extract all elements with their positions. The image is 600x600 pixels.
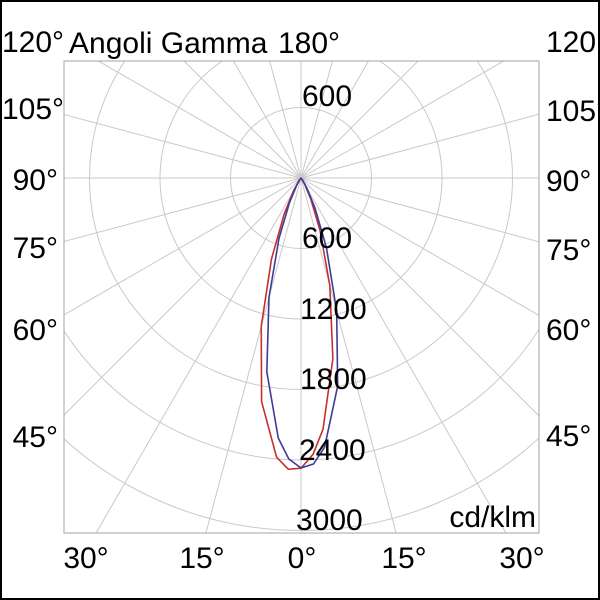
gamma-ray-line — [232, 61, 302, 179]
gamma-ray-line — [300, 61, 370, 179]
intensity-ring-circle — [159, 61, 443, 320]
gamma-ray-line — [64, 113, 302, 179]
gamma-ray-line — [300, 61, 333, 179]
gamma-angle-label-right: 120° — [546, 26, 598, 59]
intensity-ring-circle — [230, 107, 372, 249]
gamma-angle-label-right: 90° — [546, 165, 592, 198]
gamma-angle-label-left: 75° — [12, 232, 58, 265]
intensity-ring-label: 600 — [302, 80, 353, 113]
gamma-ray-line — [64, 177, 302, 416]
gamma-angle-label-bottom: 0° — [287, 542, 317, 575]
intensity-ring-circle — [64, 437, 539, 531]
intensity-ring-label: 2400 — [299, 434, 366, 467]
unit-label: cd/klm — [449, 501, 536, 534]
gamma-angle-label-bottom: 30° — [499, 542, 545, 575]
intensity-ring-circle — [64, 328, 539, 461]
gamma-180-label: 180° — [278, 27, 341, 60]
intensity-ring-label: 600 — [302, 222, 353, 255]
gamma-angle-label-left: 120° — [2, 26, 65, 59]
gamma-angle-label-right: 75° — [546, 234, 592, 267]
intensity-ring-circle — [89, 61, 513, 390]
gamma-angle-label-left: 90° — [12, 164, 58, 197]
gamma-angle-label-bottom: 30° — [63, 542, 109, 575]
gamma-ray-line — [300, 177, 397, 533]
gamma-angle-label-left: 105° — [2, 93, 65, 126]
gamma-angle-label-bottom: 15° — [381, 542, 427, 575]
gamma-ray-line — [64, 177, 302, 316]
chart-title: Angoli Gamma — [69, 27, 268, 60]
intensity-ring-label: 3000 — [296, 504, 363, 537]
gamma-ray-line — [205, 177, 302, 533]
gamma-ray-line — [269, 61, 302, 179]
intensity-curve-c90 — [266, 177, 339, 469]
gamma-ray-line — [300, 177, 507, 533]
gamma-ray-line — [97, 61, 302, 179]
intensity-ring-label: 1800 — [300, 363, 367, 396]
gamma-angle-label-left: 60° — [12, 314, 58, 347]
gamma-ray-line — [300, 113, 539, 179]
gamma-angle-label-left: 45° — [12, 421, 58, 454]
gamma-ray-line — [300, 177, 539, 417]
gamma-ray-line — [300, 61, 419, 179]
gamma-ray-line — [300, 61, 505, 179]
gamma-ray-line — [300, 177, 539, 243]
gamma-angle-label-right: 105° — [546, 95, 598, 128]
gamma-angle-label-bottom: 15° — [179, 542, 225, 575]
gamma-angle-label-right: 60° — [546, 314, 592, 347]
gamma-ray-line — [300, 177, 539, 316]
gamma-ray-line — [64, 177, 302, 243]
intensity-ring-label: 1200 — [300, 293, 367, 326]
gamma-angle-label-right: 45° — [546, 420, 592, 453]
gamma-ray-line — [183, 61, 302, 179]
gamma-ray-line — [95, 177, 302, 533]
plot-border — [63, 60, 540, 534]
